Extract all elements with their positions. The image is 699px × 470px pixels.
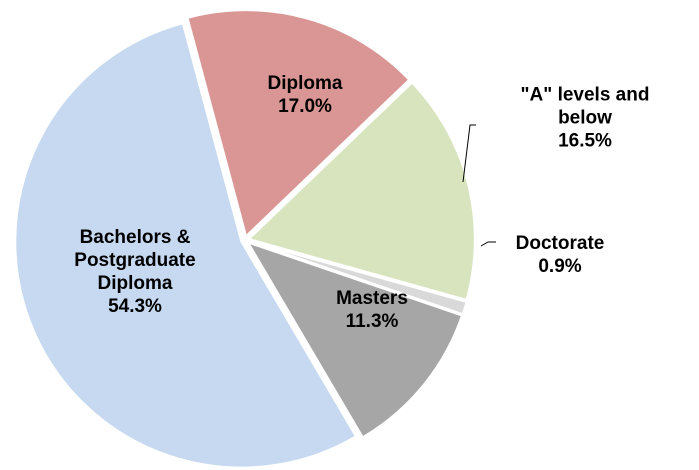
slice-label: Masters 11.3% <box>312 287 432 333</box>
value-label: 0.9% <box>538 256 582 277</box>
leader-line <box>480 241 496 247</box>
pie-slice <box>248 240 468 316</box>
pie-slice <box>14 22 358 469</box>
slice-label: Bachelors & Postgraduate Diploma 54.3% <box>40 226 230 318</box>
category-name: Masters <box>336 288 408 309</box>
category-name: "A" levels and below <box>520 84 650 129</box>
slice-label: Diploma 17.0% <box>245 72 365 118</box>
pie-slice <box>186 9 411 239</box>
value-label: 11.3% <box>345 311 399 332</box>
value-label: 54.3% <box>108 296 162 317</box>
leader-line <box>462 124 476 183</box>
category-name: Diploma <box>267 73 343 94</box>
pie-slice <box>245 240 464 439</box>
category-name: Bachelors & Postgraduate Diploma <box>74 227 196 294</box>
slice-label: "A" levels and below 16.5% <box>500 84 670 153</box>
pie-slice <box>246 81 476 302</box>
value-label: 16.5% <box>558 130 612 152</box>
slice-label: Doctorate 0.9% <box>495 232 625 278</box>
category-name: Doctorate <box>515 233 605 254</box>
value-label: 17.0% <box>278 96 332 117</box>
